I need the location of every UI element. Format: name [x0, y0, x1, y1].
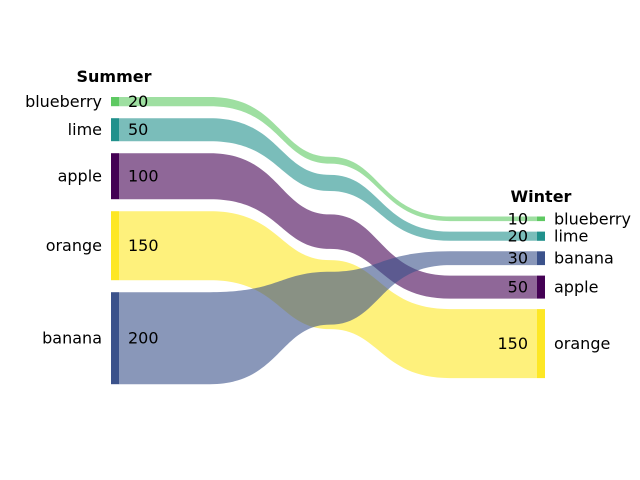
left-label-orange: orange — [46, 236, 102, 255]
right-label-banana: banana — [554, 249, 614, 268]
left-value-orange: 150 — [128, 236, 159, 255]
flow-apple — [119, 153, 537, 299]
right-value-lime: 20 — [508, 227, 528, 246]
right-value-apple: 50 — [508, 278, 528, 297]
left-bar-blueberry — [111, 97, 119, 107]
flow-lime — [119, 118, 537, 241]
right-label-blueberry: blueberry — [554, 209, 631, 228]
left-label-apple: apple — [58, 167, 102, 186]
left-column-title: Summer — [77, 67, 152, 86]
right-label-lime: lime — [554, 227, 588, 246]
left-bar-banana — [111, 292, 119, 385]
right-bar-orange — [537, 309, 545, 379]
left-label-banana: banana — [42, 329, 102, 348]
right-label-orange: orange — [554, 334, 610, 353]
flow-banana — [119, 251, 537, 385]
right-label-apple: apple — [554, 278, 598, 297]
right-bar-lime — [537, 231, 545, 241]
left-value-lime: 50 — [128, 120, 148, 139]
left-value-banana: 200 — [128, 329, 159, 348]
left-bar-lime — [111, 118, 119, 142]
flows-layer — [119, 97, 537, 385]
left-label-lime: lime — [68, 120, 102, 139]
left-bar-apple — [111, 153, 119, 200]
right-bar-apple — [537, 275, 545, 299]
right-value-orange: 150 — [497, 334, 528, 353]
right-value-blueberry: 10 — [508, 209, 528, 228]
right-bar-blueberry — [537, 216, 545, 222]
left-bar-orange — [111, 211, 119, 281]
labels-layer: blueberry 20 lime 50 apple 100 orange 150 banana… — [25, 92, 631, 353]
right-bar-banana — [537, 251, 545, 266]
left-value-apple: 100 — [128, 167, 159, 186]
flow-blueberry — [119, 97, 537, 222]
left-label-blueberry: blueberry — [25, 92, 102, 111]
right-column-title: Winter — [511, 187, 572, 206]
left-value-blueberry: 20 — [128, 92, 148, 111]
right-value-banana: 30 — [508, 249, 528, 268]
bars-layer — [111, 97, 545, 385]
